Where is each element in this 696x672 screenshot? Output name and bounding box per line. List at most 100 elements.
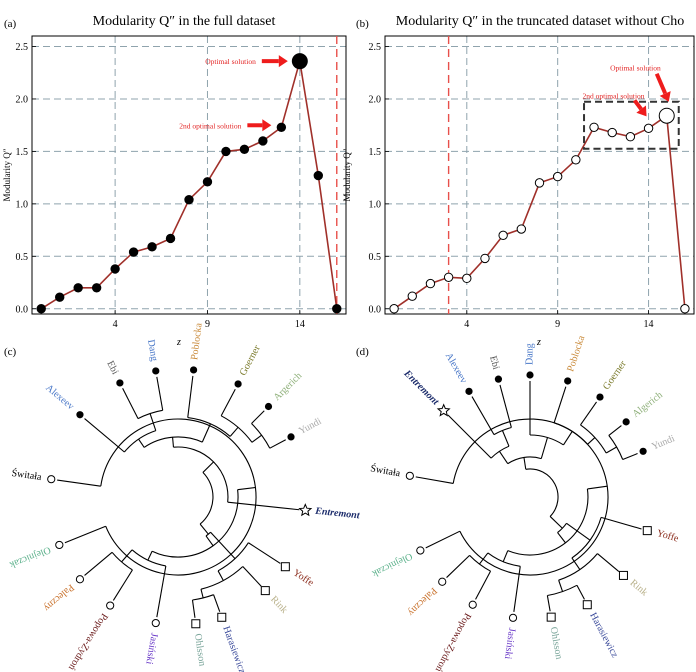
annotation-arrow-head [262,119,272,132]
tree-branch [112,569,133,601]
leaf-marker-circle [106,601,115,610]
tree-branch [138,438,145,448]
tree-branch [587,485,608,490]
chart-a: 0.0 0.5 1.0 1.5 2.0 2.5 4 9 14 Optimal solution 2n… [16,35,347,330]
data-point [589,122,599,132]
data-point [680,304,690,314]
leaf-label: Popowa-Zydroń [433,611,473,672]
annotation-optimal: Optimal solution [205,57,256,66]
data-point [498,230,508,241]
panel-tag-b: (b) [356,18,369,30]
leaf-label: Yundi [297,416,323,437]
leaf-marker-dot [622,418,630,426]
leaf-marker-circle [405,471,414,480]
annotation-second: 2nd optimal solution [179,121,241,130]
data-point [202,177,213,187]
leaf-marker-dot [639,447,647,455]
tree-arc [507,488,589,556]
y-tick-label: 2.5 [16,42,29,53]
tree-arc [452,418,609,576]
leaf-marker-dot [564,377,572,385]
leaf-label: Ohlsson [192,633,207,667]
data-point [55,292,65,302]
leaf-label: Poblocka [189,322,205,361]
y-tick-label: 0.5 [369,252,382,263]
leaf-marker-dot [494,375,503,383]
data-point [462,273,472,284]
tree-branch [549,516,563,529]
chart-b: 0.0 0.5 1.0 1.5 2.0 2.5 4 9 14 Optimal solution 2n… [369,35,695,330]
tree-branch [242,566,262,587]
leaf-label: Świtała [370,462,402,479]
data-point [658,107,675,124]
y-tick-label: 1.5 [369,147,382,158]
data-point [443,272,454,282]
y-tick-label: 0.0 [369,304,382,315]
tree-branch [191,599,196,618]
y-tick-label: 1.0 [16,199,29,210]
tree-branch [608,425,622,436]
data-point [571,155,581,165]
leaf-marker-dot [596,393,604,401]
data-point [625,132,636,142]
leaf-marker-dot [76,411,84,419]
plot-frame [384,35,695,315]
tree-branch [446,554,470,578]
leaf-marker-square [280,562,290,572]
leaf-marker-circle [151,618,160,628]
tree-branch [425,530,461,549]
annotation-arrow-head [659,91,671,102]
leaf-marker-circle [416,546,425,555]
leaf-label: Jasiński [502,627,517,660]
y-tick-label: 0.0 [16,304,29,315]
tree-branch [201,423,211,443]
tree-branch [147,550,153,561]
leaf-label: Yoffe [655,528,680,545]
y-tick-label: 2.0 [369,94,382,105]
tree-branch [122,388,139,419]
leaf-marker-dot [116,379,124,387]
tree-branch [622,453,638,461]
tree-branch [205,535,214,547]
tree-arc [199,472,214,525]
tree-arc [100,418,257,576]
leaf-marker-circle [55,540,64,550]
tree-arc [608,435,624,460]
tree-branch [566,522,591,541]
dendrogram-c: Alexeev Ebi Dang Poblocka Goerner Argerich Yun… [8,322,361,672]
x-tick-label: 4 [113,319,118,330]
tree-arc [525,468,559,517]
leaf-marker-dot [234,380,242,388]
data-point [128,247,139,257]
tree-branch [84,551,113,576]
y-tick-label: 2.0 [16,94,29,105]
leaf-marker-square [217,612,227,622]
tree-branch [546,595,551,612]
leaf-marker-circle [468,600,477,609]
leaf-label: Ebi [487,355,501,371]
data-point [73,283,83,293]
data-point [110,264,120,274]
tree-branch [229,426,239,437]
chart-b-xlabel: z [536,337,541,348]
leaf-label: Harasiewicz [220,625,247,672]
tree-branch [540,437,549,459]
leaf-label: Alexeev [43,382,76,412]
tree-branch [479,552,489,565]
leaf-marker-circle [47,475,56,484]
tree-arc [137,409,163,420]
leaf-marker-dot [465,387,473,395]
leaf-label: Yoffe [291,567,316,589]
tree-branch [415,476,454,484]
tree-branch [571,557,581,570]
tree-branch [251,434,262,443]
x-tick-label: 9 [555,319,560,330]
leaf-label: Popowa-Zydroń [66,611,110,672]
data-point [184,194,194,205]
tree-branch [57,479,101,487]
leaf-label: Harasiewicz [587,611,620,660]
tree-branch [227,501,300,511]
leaf-label: Olejniczak [8,544,52,570]
